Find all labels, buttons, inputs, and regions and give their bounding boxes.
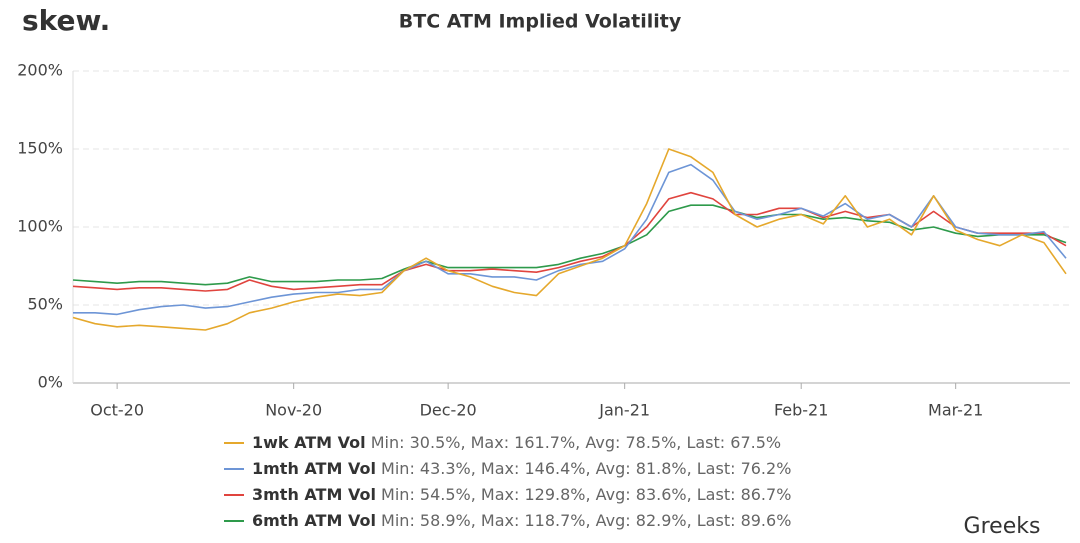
- x-tick-label: Mar-21: [928, 401, 983, 420]
- legend-stats: Min: 54.5%, Max: 129.8%, Avg: 83.6%, Las…: [381, 485, 791, 504]
- legend-stats: Min: 30.5%, Max: 161.7%, Avg: 78.5%, Las…: [371, 433, 781, 452]
- y-tick-label: 100%: [17, 217, 63, 236]
- legend-name: 1wk ATM Vol: [252, 433, 366, 452]
- x-tick-label: Oct-20: [90, 401, 144, 420]
- x-tick-label: Dec-20: [420, 401, 477, 420]
- legend-entry: 3mth ATM Vol Min: 54.5%, Max: 129.8%, Av…: [252, 485, 791, 504]
- legend-name: 6mth ATM Vol: [252, 511, 376, 530]
- chart-title: BTC ATM Implied Volatility: [399, 11, 682, 33]
- series-line: [72, 204, 1067, 286]
- legend-stats: Min: 58.9%, Max: 118.7%, Avg: 82.9%, Las…: [381, 511, 791, 530]
- y-tick-label: 0%: [38, 373, 63, 392]
- x-tick-label: Feb-21: [774, 401, 828, 420]
- y-tick-label: 200%: [17, 61, 63, 80]
- brand-logo: skew.: [22, 4, 110, 37]
- y-tick-label: 150%: [17, 139, 63, 158]
- watermark: Greeks: [964, 514, 1041, 539]
- legend-entry: 1wk ATM Vol Min: 30.5%, Max: 161.7%, Avg…: [252, 433, 781, 452]
- series-line: [72, 191, 1067, 292]
- y-tick-label: 50%: [27, 295, 63, 314]
- legend-entry: 1mth ATM Vol Min: 43.3%, Max: 146.4%, Av…: [252, 459, 791, 478]
- legend-name: 3mth ATM Vol: [252, 485, 376, 504]
- legend-entry: 6mth ATM Vol Min: 58.9%, Max: 118.7%, Av…: [252, 511, 791, 530]
- x-tick-label: Nov-20: [265, 401, 322, 420]
- legend-name: 1mth ATM Vol: [252, 459, 376, 478]
- legend-stats: Min: 43.3%, Max: 146.4%, Avg: 81.8%, Las…: [381, 459, 791, 478]
- x-tick-label: Jan-21: [598, 401, 650, 420]
- series-line: [73, 163, 1067, 316]
- series-line: [72, 148, 1067, 331]
